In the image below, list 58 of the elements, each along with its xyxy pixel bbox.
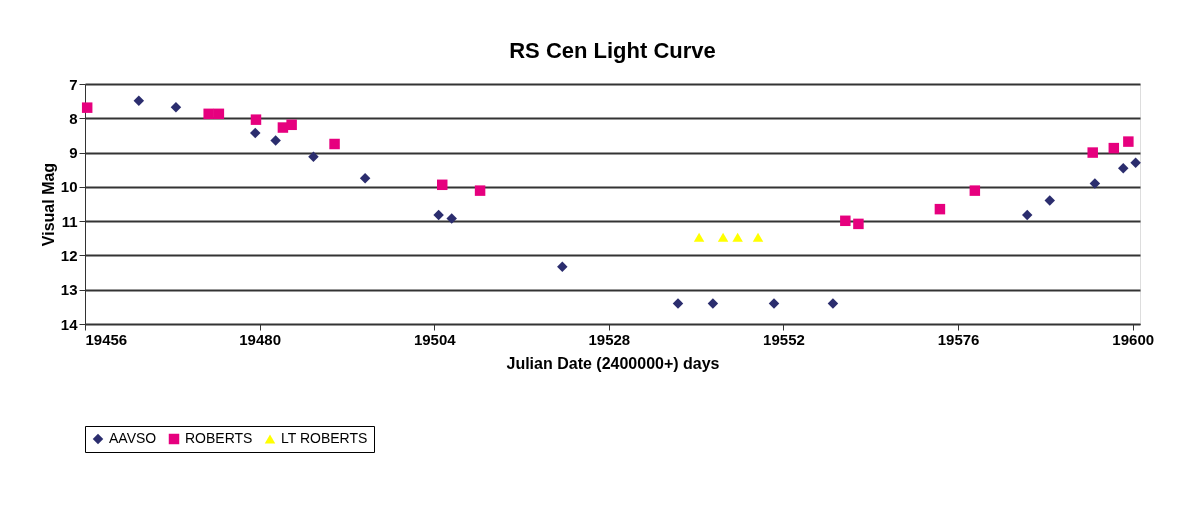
chart-title: RS Cen Light Curve (509, 38, 716, 63)
point (133, 95, 145, 107)
x-tick-label: 19456 (85, 330, 128, 348)
point (250, 114, 262, 125)
point (732, 232, 743, 242)
point (969, 185, 981, 196)
x-axis-title: Julian Date (2400000+) days (506, 354, 720, 372)
point (446, 213, 457, 224)
y-tick-label: 7 (69, 75, 78, 93)
y-axis-title: Visual Mag (39, 162, 57, 247)
point (213, 108, 225, 120)
point (1123, 136, 1134, 147)
point (934, 203, 946, 215)
y-tick-label: 12 (60, 246, 78, 264)
x-tick-label: 19528 (588, 330, 631, 348)
point (474, 185, 486, 196)
point (437, 179, 448, 191)
point (329, 138, 340, 150)
x-tick-label: 19552 (763, 330, 805, 348)
x-tick-label: 19480 (239, 330, 281, 348)
point (286, 119, 297, 131)
y-tick-label: 14 (60, 315, 79, 333)
point (433, 209, 444, 221)
point (1021, 209, 1033, 221)
point (693, 232, 705, 242)
point (1087, 147, 1098, 158)
point (359, 173, 371, 184)
point (1108, 142, 1120, 154)
point (707, 298, 719, 309)
point (308, 151, 319, 162)
point (203, 108, 214, 120)
point (557, 261, 568, 272)
point (853, 218, 864, 230)
point (827, 298, 839, 309)
y-tick-label: 13 (60, 281, 78, 299)
legend-label: ROBERTS (185, 430, 253, 446)
point (1118, 163, 1129, 174)
point (717, 232, 729, 242)
legend-label: AAVSO (109, 430, 157, 446)
point (672, 298, 684, 309)
x-tick-label: 19504 (413, 330, 457, 348)
point (1089, 178, 1101, 189)
x-tick-label: 19600 (1112, 330, 1155, 348)
point (1044, 195, 1056, 206)
legend-label: LT ROBERTS (281, 430, 368, 446)
point (840, 215, 851, 227)
x-tick-label: 19576 (937, 330, 980, 348)
y-tick-label: 10 (60, 178, 78, 196)
point (768, 298, 780, 309)
point (250, 127, 261, 139)
point (270, 135, 281, 146)
point (1130, 157, 1141, 169)
point (170, 102, 182, 113)
y-tick-label: 8 (69, 109, 78, 127)
y-tick-label: 9 (69, 144, 78, 162)
point (752, 232, 764, 242)
y-tick-label: 11 (61, 212, 78, 230)
point (81, 102, 93, 113)
